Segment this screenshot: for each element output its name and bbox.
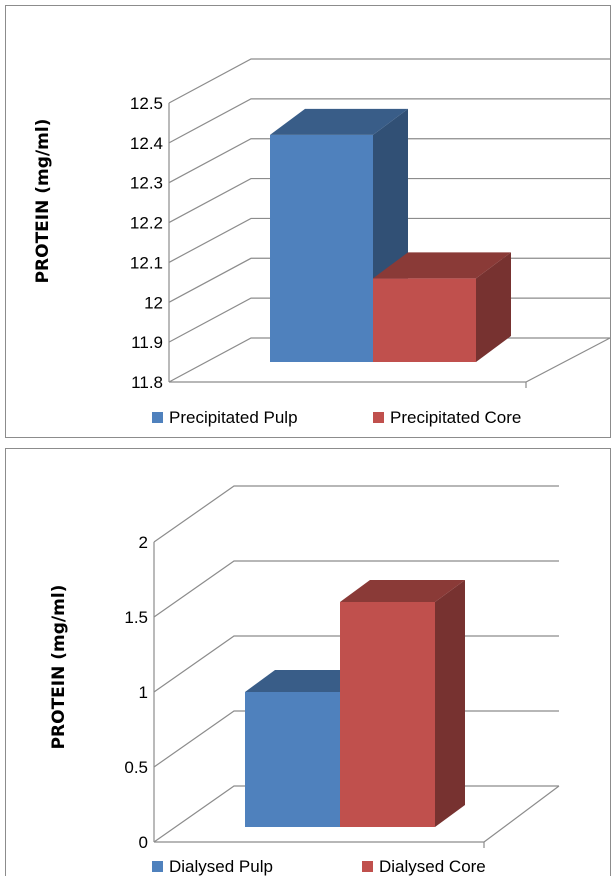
dialysed-legend-label-pulp: Dialysed Pulp [169,857,273,876]
dialysed-y-tick-label: 1.5 [124,608,148,627]
precipitated-y-tick-label: 12.5 [130,94,163,113]
precipitated-y-tick-label: 12.4 [130,134,163,153]
dialysed-legend-swatch-pulp [152,861,163,872]
precipitated-y-tick-label: 11.8 [131,373,163,392]
precipitated-chart: 11.8 11.9 12 12.1 12.2 12.3 12.4 12.5 PROTEIN (m… [33,58,611,427]
dialysed-legend-label-core: Dialysed Core [379,857,486,876]
dialysed-y-axis-label: PROTEIN (mg/ml) [49,585,69,750]
precipitated-bar-front [373,278,476,362]
dialysed-gridline [153,560,559,618]
dialysed-bar-side [435,580,465,827]
precipitated-bar-side [476,252,511,362]
precipitated-gridline [168,177,610,224]
precipitated-gridline [168,98,610,144]
chart-panel-dialysed: 0 0.5 1 1.5 2 PROTEIN (mg/ml) Dialysed Pulp Dia… [5,448,611,876]
dialysed-y-tick-label: 0 [139,833,148,852]
precipitated-legend-label-pulp: Precipitated Pulp [169,408,298,427]
precipitated-legend-swatch-pulp [152,412,163,423]
precipitated-y-tick-label: 11.9 [131,333,163,352]
precipitated-gridline [168,217,610,263]
dialysed-bar-core [340,580,465,827]
dialysed-bar-front [245,692,340,827]
precipitated-bar-front [270,134,373,362]
dialysed-y-tick-label: 2 [139,533,148,552]
precipitated-legend-label-core: Precipitated Core [390,408,521,427]
precipitated-bar-core [373,252,511,362]
precipitated-gridline [168,58,610,104]
precipitated-legend-swatch-core [373,412,384,423]
precipitated-y-tick-label: 12 [144,293,163,312]
dialysed-bar-front [340,602,435,827]
precipitated-gridline [168,138,610,184]
precipitated-y-axis-label: PROTEIN (mg/ml) [33,119,53,284]
dialysed-y-tick-label: 0.5 [124,758,148,777]
dialysed-gridline [153,485,559,543]
precipitated-y-tick-label: 12.1 [130,253,163,272]
dialysed-bar-top [340,580,465,602]
dialysed-legend-swatch-core [362,861,373,872]
chart-panel-precipitated: 11.8 11.9 12 12.1 12.2 12.3 12.4 12.5 PROTEIN (m… [5,5,611,438]
dialysed-y-tick-label: 1 [139,683,148,702]
precipitated-y-tick-label: 12.2 [130,214,163,233]
precipitated-bar-top [373,252,511,279]
precipitated-bar-top [270,108,408,135]
dialysed-chart: 0 0.5 1 1.5 2 PROTEIN (mg/ml) Dialysed Pulp Dia… [49,485,560,876]
dialysed-bar-top [245,670,370,692]
precipitated-y-tick-label: 12.3 [130,174,163,193]
